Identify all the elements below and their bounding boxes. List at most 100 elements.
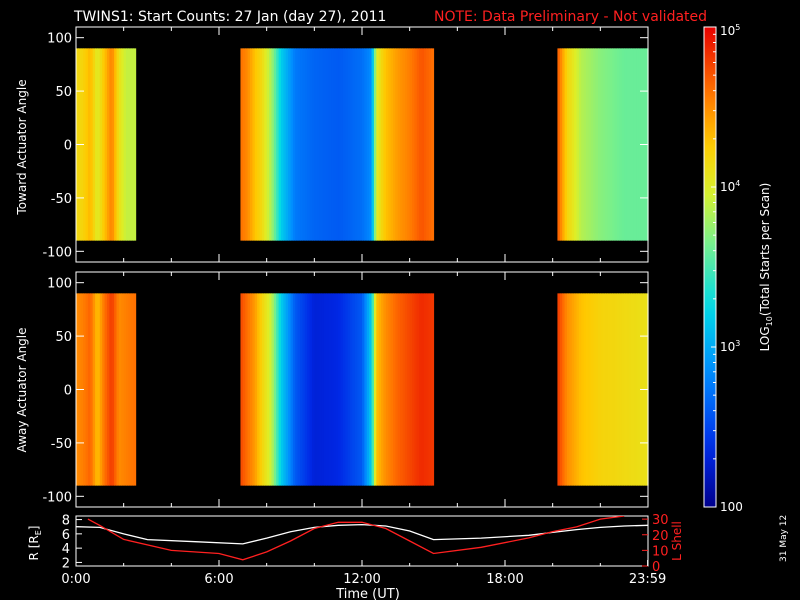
heatmap-cell xyxy=(316,48,320,241)
heatmap-cell xyxy=(562,48,566,241)
heatmap-cell xyxy=(314,48,318,241)
heatmap-cell xyxy=(304,293,308,486)
heatmap-cell xyxy=(352,48,356,241)
heatmap-cell xyxy=(309,48,313,241)
heatmap-cell xyxy=(597,293,601,486)
heatmap-cell xyxy=(590,48,594,241)
heatmap-cell xyxy=(621,48,625,241)
heatmap-cell xyxy=(126,48,130,241)
heatmap-cell xyxy=(390,293,394,486)
heatmap-cell xyxy=(240,48,244,241)
heatmap-cell xyxy=(364,293,368,486)
heatmap-cell xyxy=(416,293,420,486)
heatmap-cell xyxy=(385,48,389,241)
heatmap-cell xyxy=(350,48,354,241)
heatmap-cell xyxy=(366,293,370,486)
heatmap-cell xyxy=(357,48,361,241)
heatmap-cell xyxy=(240,293,244,486)
heatmap-cell xyxy=(578,48,582,241)
heatmap-cell xyxy=(128,293,132,486)
colorbar-label: LOG10(Total Starts per Scan) xyxy=(758,183,774,352)
heatmap-cell xyxy=(600,48,604,241)
heatmap-cell xyxy=(617,293,620,486)
heatmap-cell xyxy=(83,48,87,241)
heatmap-cell xyxy=(383,293,387,486)
heatmap-cell xyxy=(85,48,89,241)
heatmap-cell xyxy=(123,48,127,241)
right-ytick-label: 20 xyxy=(652,529,669,544)
heatmap-cell xyxy=(588,293,592,486)
heatmap-cell xyxy=(407,293,411,486)
lshell-axis-label: L Shell xyxy=(670,521,684,561)
heatmap-cell xyxy=(428,48,432,241)
heatmap-cell xyxy=(431,293,435,486)
heatmap-cell xyxy=(97,293,101,486)
heatmap-cell xyxy=(395,293,399,486)
heatmap-cell xyxy=(259,48,263,241)
heatmap-cell xyxy=(345,48,349,241)
heatmap-cell xyxy=(247,293,251,486)
heatmap-cell xyxy=(266,48,270,241)
heatmap-cell xyxy=(395,48,399,241)
heatmap-cell xyxy=(583,48,587,241)
heatmap-cell xyxy=(419,48,423,241)
heatmap-cell xyxy=(612,293,616,486)
heatmap-cell xyxy=(121,293,125,486)
heatmap-cell xyxy=(264,48,268,241)
heatmap-cell xyxy=(569,48,573,241)
heatmap-cell xyxy=(285,293,289,486)
ytick-label: -100 xyxy=(42,490,72,505)
heatmap-cell xyxy=(569,293,573,486)
heatmap-cell xyxy=(369,48,373,241)
heatmap-cell xyxy=(297,293,301,486)
heatmap-cell xyxy=(283,48,287,241)
heatmap-cell xyxy=(621,293,625,486)
heatmap-cell xyxy=(350,293,354,486)
heatmap-cell xyxy=(636,293,640,486)
heatmap-cell xyxy=(404,48,408,241)
heatmap-cell xyxy=(566,293,570,486)
heatmap-cell xyxy=(90,48,94,241)
heatmap-cell xyxy=(359,293,363,486)
heatmap-cell xyxy=(576,293,580,486)
heatmap-cell xyxy=(628,48,632,241)
heatmap-cell xyxy=(261,293,265,486)
heatmap-cell xyxy=(373,293,377,486)
heatmap-cell xyxy=(311,48,315,241)
heatmap-cell xyxy=(409,293,413,486)
heatmap-cell xyxy=(566,48,570,241)
heatmap-cell xyxy=(273,293,277,486)
heatmap-cell xyxy=(300,48,304,241)
toward-actuator-panel: 100 50 0 -50 -100 xyxy=(42,26,649,263)
heatmap-cell xyxy=(321,48,325,241)
heatmap-cell xyxy=(633,293,637,486)
heatmap-cell xyxy=(307,48,311,241)
heatmap-cell xyxy=(388,48,392,241)
heatmap-cell xyxy=(302,293,306,486)
heatmap-cell xyxy=(254,48,258,241)
heatmap-cell xyxy=(333,48,337,241)
heatmap-cell xyxy=(278,48,282,241)
left-ytick-label: 4 xyxy=(62,542,70,557)
heatmap-cell xyxy=(378,48,382,241)
heatmap-cell xyxy=(269,293,273,486)
heatmap-cell xyxy=(359,48,363,241)
heatmap-cell xyxy=(92,48,96,241)
heatmap-cell xyxy=(619,48,623,241)
heatmap-cell xyxy=(259,293,263,486)
heatmap-cell xyxy=(385,293,389,486)
heatmap-cell xyxy=(354,293,358,486)
heatmap-cell xyxy=(631,48,635,241)
heatmap-cell xyxy=(557,293,561,486)
heatmap-cell xyxy=(586,293,590,486)
ytick-label: -50 xyxy=(51,192,72,207)
heatmap-cell xyxy=(392,293,396,486)
heatmap-cell xyxy=(428,293,432,486)
heatmap-cell xyxy=(605,48,609,241)
left-ytick-label: 2 xyxy=(62,556,70,571)
heatmap-cell xyxy=(373,48,377,241)
heatmap-cell xyxy=(328,293,332,486)
heatmap-cell xyxy=(276,293,280,486)
heatmap-cell xyxy=(133,48,137,241)
